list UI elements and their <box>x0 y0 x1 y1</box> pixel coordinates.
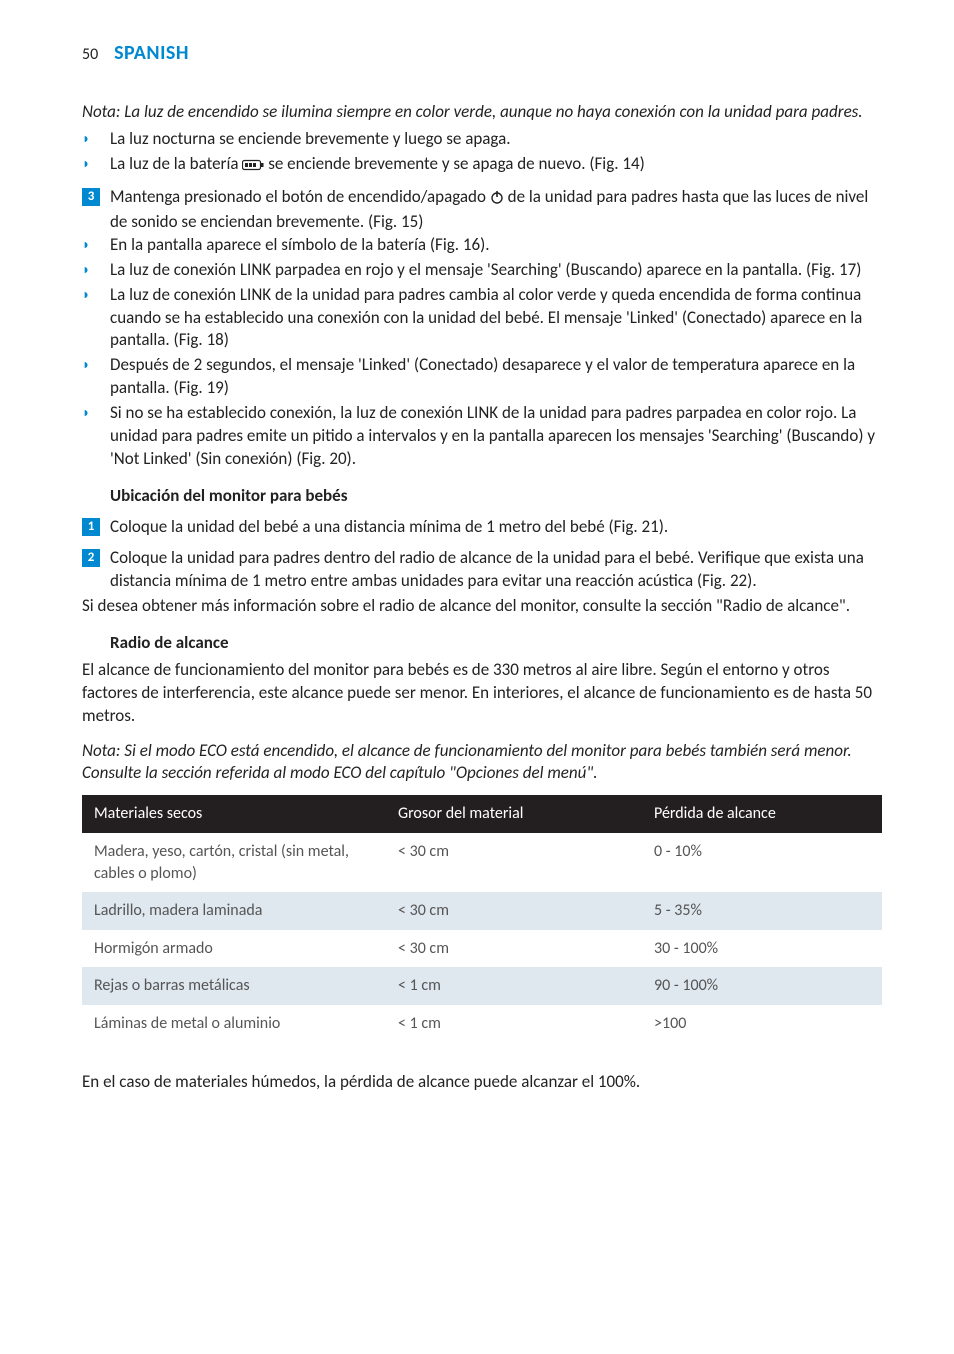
table-cell: Madera, yeso, cartón, cristal (sin metal… <box>82 833 386 892</box>
list-item: ◗ La luz nocturna se enciende brevemente… <box>82 128 882 151</box>
paragraph: Si desea obtener más información sobre e… <box>82 595 882 618</box>
intro-note: Nota: La luz de encendido se ilumina sie… <box>82 101 882 124</box>
step-number-icon: 3 <box>82 188 100 206</box>
table-cell: Láminas de metal o aluminio <box>82 1005 386 1043</box>
arrow-icon: ◗ <box>82 130 90 149</box>
battery-icon <box>242 155 264 178</box>
subheading-ubicacion: Ubicación del monitor para bebés <box>82 485 882 508</box>
list-text: La luz de conexión LINK parpadea en rojo… <box>110 259 861 280</box>
arrow-icon: ◗ <box>82 286 90 305</box>
table-row: Rejas o barras metálicas < 1 cm 90 - 100… <box>82 967 882 1005</box>
list-item: ◗ La luz de la batería se enciende breve… <box>82 153 882 178</box>
table-header: Grosor del material <box>386 795 642 833</box>
table-cell: >100 <box>642 1005 882 1043</box>
table-row: Hormigón armado < 30 cm 30 - 100% <box>82 930 882 968</box>
arrow-icon: ◗ <box>82 356 90 375</box>
list-text: En la pantalla aparece el símbolo de la … <box>110 234 490 255</box>
table-cell: < 30 cm <box>386 833 642 892</box>
table-row: Ladrillo, madera laminada < 30 cm 5 - 35… <box>82 892 882 930</box>
table-cell: 90 - 100% <box>642 967 882 1005</box>
arrow-icon: ◗ <box>82 404 90 423</box>
step-item-2: 2 Coloque la unidad para padres dentro d… <box>82 547 882 593</box>
table-cell: Ladrillo, madera laminada <box>82 892 386 930</box>
table-cell: Hormigón armado <box>82 930 386 968</box>
page-number: 50 <box>82 45 98 64</box>
paragraph: El alcance de funcionamiento del monitor… <box>82 659 882 728</box>
closing-paragraph: En el caso de materiales húmedos, la pér… <box>82 1071 882 1094</box>
list-item: ◗ La luz de conexión LINK parpadea en roj… <box>82 259 882 282</box>
subheading-radio: Radio de alcance <box>82 632 882 655</box>
table-cell: < 30 cm <box>386 892 642 930</box>
list-item: ◗ Después de 2 segundos, el mensaje 'Link… <box>82 354 882 400</box>
arrow-icon: ◗ <box>82 236 90 255</box>
step-list: 3 Mantenga presionado el botón de encend… <box>82 186 882 234</box>
table-row: Madera, yeso, cartón, cristal (sin metal… <box>82 833 882 892</box>
list-item: ◗ Si no se ha establecido conexión, la lu… <box>82 402 882 471</box>
table-header-row: Materiales secos Grosor del material Pér… <box>82 795 882 833</box>
table-cell: < 1 cm <box>386 1005 642 1043</box>
list-item: ◗ La luz de conexión LINK de la unidad pa… <box>82 284 882 353</box>
table-cell: 30 - 100% <box>642 930 882 968</box>
step-text: Mantenga presionado el botón de encendid… <box>110 186 490 207</box>
list-text: se enciende brevemente y se apaga de nue… <box>268 153 645 174</box>
step-text: Coloque la unidad del bebé a una distanc… <box>110 516 668 537</box>
step-text: Coloque la unidad para padres dentro del… <box>110 547 864 591</box>
power-icon <box>490 188 504 211</box>
table-row: Láminas de metal o aluminio < 1 cm >100 <box>82 1005 882 1043</box>
bullet-list-a: ◗ La luz nocturna se enciende brevemente… <box>82 128 882 178</box>
arrow-icon: ◗ <box>82 261 90 280</box>
step-number-icon: 1 <box>82 518 100 536</box>
list-item: ◗ En la pantalla aparece el símbolo de la… <box>82 234 882 257</box>
step-item-1: 1 Coloque la unidad del bebé a una dista… <box>82 516 882 539</box>
table-header: Materiales secos <box>82 795 386 833</box>
range-loss-table: Materiales secos Grosor del material Pér… <box>82 795 882 1042</box>
list-text: Si no se ha establecido conexión, la luz… <box>110 402 875 469</box>
list-text: Después de 2 segundos, el mensaje 'Linke… <box>110 354 855 398</box>
table-header: Pérdida de alcance <box>642 795 882 833</box>
bullet-list-b: ◗ En la pantalla aparece el símbolo de la… <box>82 234 882 471</box>
note-eco: Nota: Si el modo ECO está encendido, el … <box>82 740 882 786</box>
list-text: La luz de conexión LINK de la unidad par… <box>110 284 862 351</box>
table-cell: 5 - 35% <box>642 892 882 930</box>
list-text: La luz nocturna se enciende brevemente y… <box>110 128 511 149</box>
step-list-ubicacion: 1 Coloque la unidad del bebé a una dista… <box>82 516 882 593</box>
arrow-icon: ◗ <box>82 155 90 174</box>
step-item-3: 3 Mantenga presionado el botón de encend… <box>82 186 882 234</box>
table-cell: < 30 cm <box>386 930 642 968</box>
table-cell: 0 - 10% <box>642 833 882 892</box>
language-title: SPANISH <box>114 41 189 65</box>
page-header: 50 SPANISH <box>82 40 882 67</box>
step-number-icon: 2 <box>82 549 100 567</box>
table-cell: < 1 cm <box>386 967 642 1005</box>
table-cell: Rejas o barras metálicas <box>82 967 386 1005</box>
list-text: La luz de la batería <box>110 153 242 174</box>
